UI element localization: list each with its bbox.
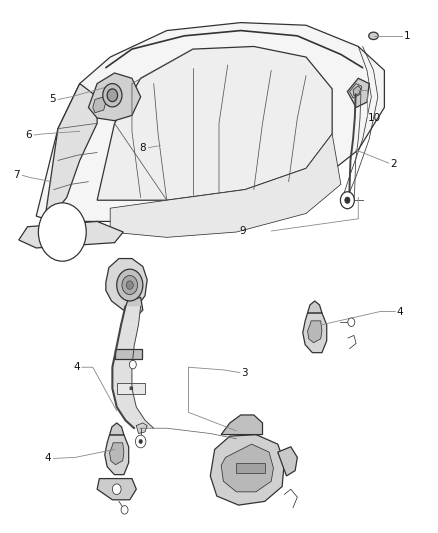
Text: 4: 4: [396, 306, 403, 317]
Polygon shape: [105, 435, 129, 474]
Polygon shape: [110, 134, 341, 237]
Polygon shape: [124, 297, 143, 317]
Polygon shape: [110, 423, 124, 435]
Polygon shape: [97, 479, 136, 500]
Polygon shape: [113, 346, 134, 367]
Circle shape: [135, 435, 146, 448]
Polygon shape: [88, 73, 141, 120]
Circle shape: [122, 276, 138, 295]
Text: 8: 8: [139, 143, 146, 153]
Polygon shape: [210, 434, 284, 505]
Text: 9: 9: [239, 226, 246, 236]
Polygon shape: [110, 443, 124, 465]
Polygon shape: [113, 367, 132, 389]
Text: 5: 5: [49, 94, 56, 104]
Circle shape: [139, 439, 142, 443]
Polygon shape: [278, 447, 297, 476]
Text: 2: 2: [390, 159, 397, 169]
Text: 10: 10: [368, 113, 381, 123]
Polygon shape: [136, 423, 147, 433]
Circle shape: [117, 269, 143, 301]
Polygon shape: [116, 349, 141, 359]
Circle shape: [107, 89, 117, 102]
Circle shape: [39, 203, 86, 261]
Polygon shape: [36, 22, 385, 221]
Ellipse shape: [369, 32, 378, 39]
Polygon shape: [113, 389, 136, 407]
Polygon shape: [307, 321, 322, 343]
Circle shape: [126, 281, 133, 289]
Polygon shape: [347, 78, 369, 108]
Polygon shape: [350, 84, 362, 98]
Polygon shape: [307, 301, 322, 313]
Polygon shape: [117, 383, 145, 394]
Polygon shape: [106, 259, 147, 310]
Polygon shape: [221, 415, 262, 434]
Circle shape: [345, 197, 350, 204]
Circle shape: [103, 84, 122, 107]
Polygon shape: [45, 84, 97, 219]
Text: 4: 4: [45, 454, 51, 463]
Polygon shape: [117, 407, 145, 420]
Circle shape: [340, 192, 354, 209]
Polygon shape: [93, 97, 106, 113]
Polygon shape: [237, 463, 265, 473]
Text: 1: 1: [404, 31, 410, 41]
Text: ▪: ▪: [128, 385, 133, 391]
Text: 4: 4: [73, 362, 80, 372]
Text: 6: 6: [25, 130, 32, 140]
Circle shape: [113, 484, 121, 495]
Polygon shape: [125, 420, 154, 428]
Text: 3: 3: [242, 368, 248, 377]
Polygon shape: [303, 313, 327, 353]
Polygon shape: [221, 444, 273, 492]
Polygon shape: [353, 86, 361, 96]
Text: 7: 7: [14, 171, 20, 180]
Polygon shape: [121, 306, 141, 325]
Circle shape: [121, 506, 128, 514]
Circle shape: [348, 318, 355, 326]
Polygon shape: [19, 221, 123, 248]
Polygon shape: [117, 325, 138, 346]
Polygon shape: [97, 46, 332, 200]
Circle shape: [129, 360, 136, 369]
